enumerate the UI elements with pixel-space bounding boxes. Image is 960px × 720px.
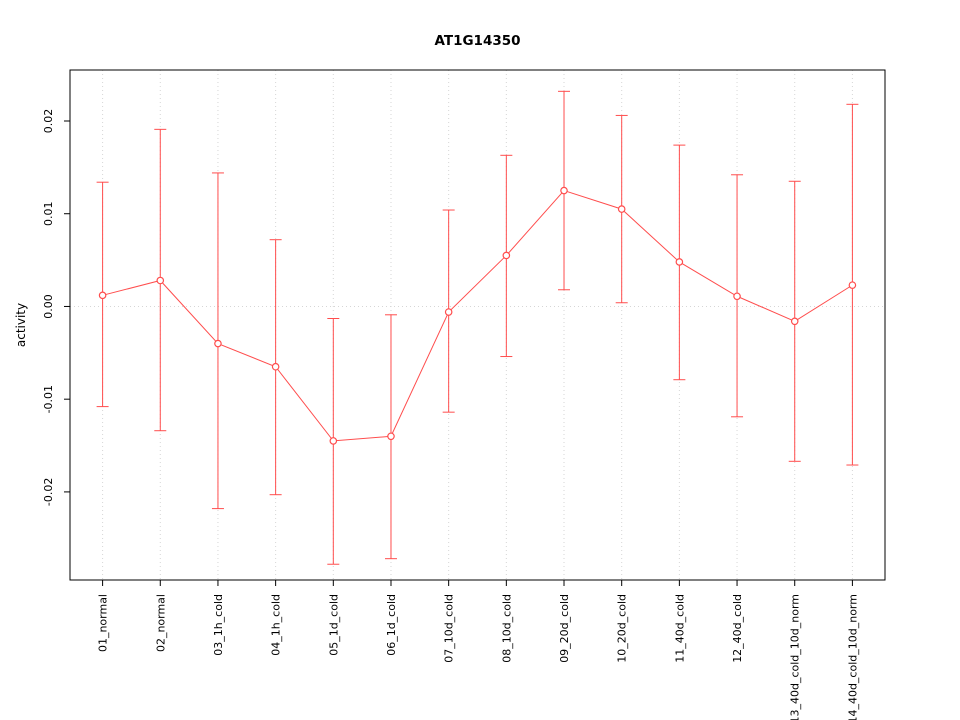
- chart-title: AT1G14350: [434, 33, 520, 49]
- data-point: [560, 186, 568, 195]
- x-tick-label: 04_1h_cold: [270, 594, 283, 656]
- y-axis-label: activity: [14, 303, 28, 347]
- data-point: [444, 308, 453, 316]
- x-tick-label: 01_normal: [97, 594, 110, 652]
- x-tick-label: 12_40d_cold: [731, 594, 744, 663]
- data-point: [733, 292, 741, 301]
- x-tick-label: 08_10d_cold: [500, 594, 513, 663]
- x-tick-label: 09_20d_cold: [558, 594, 571, 663]
- x-tick-label: 10_20d_cold: [616, 594, 629, 663]
- y-tick-label: 0.02: [42, 109, 55, 134]
- x-tick-label: 11_40d_cold: [673, 594, 686, 663]
- x-tick-label: 02_normal: [154, 594, 167, 652]
- x-tick-label: 03_1h_cold: [212, 594, 225, 656]
- y-tick-label: -0.02: [42, 478, 55, 506]
- x-tick-label: 05_1d_cold: [327, 594, 340, 656]
- data-point: [502, 251, 511, 260]
- x-tick-label: 07_10d_cold: [443, 594, 456, 663]
- data-point: [848, 281, 857, 289]
- y-tick-label: 0.01: [42, 201, 55, 226]
- data-point: [387, 432, 395, 441]
- y-tick-label: -0.01: [42, 385, 55, 413]
- data-point: [271, 362, 280, 371]
- x-tick-label: 06_1d_cold: [385, 594, 398, 656]
- data-point: [329, 437, 338, 445]
- series-line: [102, 189, 853, 442]
- data-point: [790, 317, 799, 326]
- data-point: [156, 276, 165, 285]
- y-tick-label: 0.00: [42, 294, 55, 319]
- x-tick-label: 13_40d_cold_10d_norm: [789, 594, 802, 720]
- plot-frame: [69, 69, 886, 581]
- x-tick-label: 14_40d_cold_10d_norm: [846, 594, 859, 720]
- data-point: [214, 339, 222, 348]
- data-point: [98, 291, 107, 300]
- data-point: [675, 258, 684, 266]
- data-point: [617, 205, 626, 213]
